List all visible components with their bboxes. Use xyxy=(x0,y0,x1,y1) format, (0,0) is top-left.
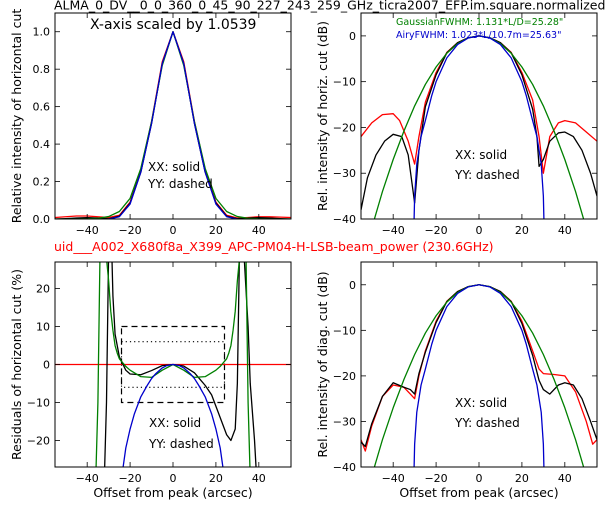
y-tick-label: 0.2 xyxy=(33,176,51,189)
y-tick-label: 0.6 xyxy=(33,101,51,114)
legend-entry-1: AiryFWHM: 1.023*L/10.7m=25.63" xyxy=(396,30,561,41)
legend-entry-0: GaussianFWHM: 1.131*L/D=25.28" xyxy=(396,17,563,28)
annotation-1: XX: solid xyxy=(148,160,200,174)
x-tick-label: 20 xyxy=(515,224,529,237)
annotation-0: X-axis scaled by 1.0539 xyxy=(90,17,256,33)
series-line-3 xyxy=(413,35,545,219)
y-tick-label: −30 xyxy=(333,167,356,180)
y-axis-label: Residuals of horizontal cut (%) xyxy=(9,269,24,460)
plot-horiz-cut-db: −40 −20 0 20 40 −40 −30 −20 −10 0 Rel. intensity o… xyxy=(315,12,598,237)
x-tick-label: −20 xyxy=(118,224,141,237)
x-tick-label: 20 xyxy=(209,224,223,237)
y-axis-label: Rel. intensity of diag. cut (dB) xyxy=(315,271,330,457)
y-tick-label: 1.0 xyxy=(33,26,51,39)
x-tick-label: −40 xyxy=(76,472,99,485)
y-tick-label: −30 xyxy=(333,415,356,428)
annotation-1: YY: dashed xyxy=(454,168,520,182)
y-tick-label: −20 xyxy=(333,370,356,383)
y-tick-label: −10 xyxy=(333,324,356,337)
plot-area xyxy=(361,262,597,467)
plot-horiz-cut-residuals: −40 −20 0 20 40 −20 −10 0 10 20 Residuals of horiz… xyxy=(9,261,292,500)
y-tick-label: 0 xyxy=(349,279,356,292)
figure-title: ALMA_0_DV__0_0_360_0_45_90_227_243_259_G… xyxy=(54,0,605,13)
series-line-3 xyxy=(122,363,224,467)
x-tick-label: −20 xyxy=(118,472,141,485)
series-line-1 xyxy=(104,262,257,467)
y-tick-label: −20 xyxy=(333,121,356,134)
plot-area xyxy=(361,13,597,219)
series-line-3 xyxy=(413,284,545,467)
x-axis-label: Offset from peak (arcsec) xyxy=(399,485,558,500)
plot-horiz-cut-linear: −40 −20 0 20 40 0.0 0.2 0.4 0.6 0.8 1.0 Relative in… xyxy=(9,9,292,237)
annotation-0: XX: solid xyxy=(149,416,201,430)
y-tick-label: −20 xyxy=(27,434,50,447)
x-tick-label: 0 xyxy=(170,472,177,485)
x-tick-label: −40 xyxy=(382,472,405,485)
x-tick-label: −40 xyxy=(382,224,405,237)
y-tick-label: −10 xyxy=(27,396,50,409)
x-tick-label: −40 xyxy=(76,224,99,237)
box-dotted xyxy=(120,341,226,388)
y-axis-label: Relative intensity of horizontal cut xyxy=(9,9,24,224)
y-tick-label: 0 xyxy=(349,30,356,43)
plot-diag-cut-db: −40 −20 0 20 40 −40 −30 −20 −10 0 Rel. intensity o… xyxy=(315,261,598,500)
y-tick-label: 0.0 xyxy=(33,213,51,226)
figure-subtitle: uid___A002_X680f8a_X399_APC-PM04-H-LSB-b… xyxy=(54,239,494,254)
y-tick-label: 0.8 xyxy=(33,63,51,76)
annotation-1: YY: dashed xyxy=(148,437,214,451)
y-tick-label: 20 xyxy=(36,283,50,296)
x-tick-label: 0 xyxy=(476,224,483,237)
annotation-0: XX: solid xyxy=(455,396,507,410)
y-tick-label: 0.4 xyxy=(33,138,51,151)
x-tick-label: 0 xyxy=(476,472,483,485)
x-axis-label: Offset from peak (arcsec) xyxy=(93,485,252,500)
x-tick-label: 40 xyxy=(252,472,266,485)
y-tick-label: −10 xyxy=(333,76,356,89)
x-tick-label: −20 xyxy=(424,472,447,485)
y-axis-label: Rel. intensity of horiz. cut (dB) xyxy=(315,21,330,211)
y-tick-label: 10 xyxy=(36,321,50,334)
x-tick-label: 40 xyxy=(558,472,572,485)
x-tick-label: 20 xyxy=(209,472,223,485)
series-line-3 xyxy=(108,31,238,219)
x-tick-label: 0 xyxy=(170,224,177,237)
annotation-2: YY: dashed xyxy=(147,177,213,191)
annotation-1: YY: dashed xyxy=(454,416,520,430)
x-tick-label: 40 xyxy=(558,224,572,237)
plot-area xyxy=(55,13,291,219)
x-tick-label: 20 xyxy=(515,472,529,485)
x-tick-label: −20 xyxy=(424,224,447,237)
x-tick-label: 40 xyxy=(252,224,266,237)
y-tick-label: −40 xyxy=(333,213,356,226)
y-tick-label: 0 xyxy=(43,359,50,372)
annotation-0: XX: solid xyxy=(455,148,507,162)
y-tick-label: −40 xyxy=(333,461,356,474)
